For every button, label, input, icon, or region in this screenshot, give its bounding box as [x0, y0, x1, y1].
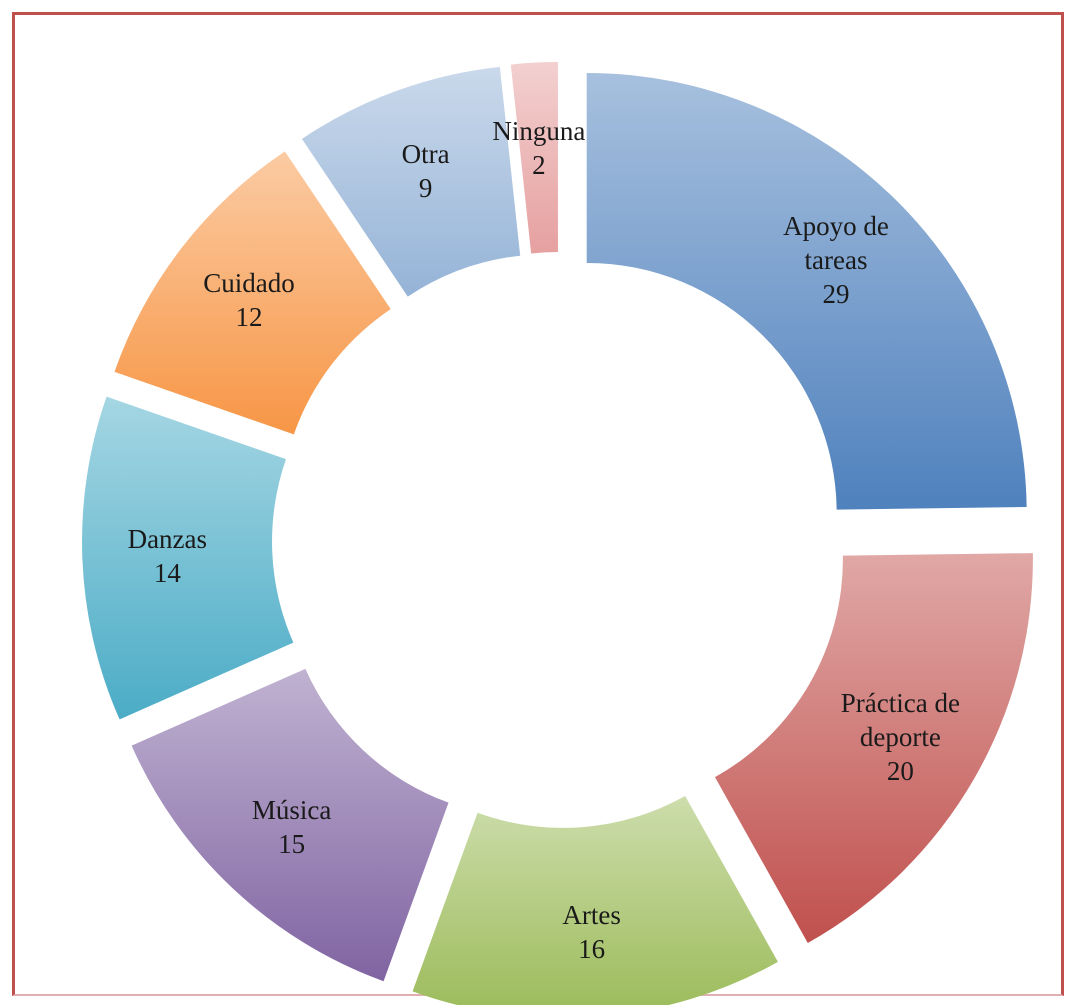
- value-label: 12: [235, 301, 263, 332]
- donut-slice: [301, 66, 521, 297]
- slice-label: Danzas 14: [82, 522, 252, 590]
- category-label: Práctica de deporte: [840, 687, 960, 752]
- slice-label: Música 15: [207, 793, 377, 861]
- value-label: 2: [532, 149, 546, 180]
- donut-slice: [114, 151, 391, 435]
- donut-slice: [131, 668, 449, 982]
- value-label: 29: [822, 279, 850, 310]
- slice-label: Cuidado 12: [164, 266, 334, 334]
- slice-label: Otra 9: [341, 137, 511, 205]
- slice-label: Ninguna 2: [454, 114, 624, 182]
- donut-slice: [714, 553, 1033, 943]
- category-label: Otra: [401, 138, 450, 169]
- category-label: Ninguna: [492, 115, 586, 146]
- category-label: Música: [251, 795, 332, 826]
- category-label: Danzas: [127, 523, 208, 554]
- donut-slice: [412, 796, 778, 1005]
- value-label: 20: [886, 755, 914, 786]
- category-label: Artes: [562, 899, 621, 930]
- slice-label: Artes 16: [507, 898, 677, 966]
- donut-slice: [82, 396, 294, 720]
- category-label: Cuidado: [203, 267, 295, 298]
- donut-slice: [510, 62, 558, 254]
- value-label: 16: [578, 933, 606, 964]
- category-label: Apoyo de tareas: [783, 211, 889, 276]
- value-label: 9: [418, 172, 433, 203]
- value-label: 15: [278, 829, 306, 860]
- slice-label: Práctica de deporte 20: [815, 686, 985, 788]
- donut-slice: [586, 72, 1027, 510]
- slice-label: Apoyo de tareas 29: [751, 209, 921, 311]
- value-label: 14: [153, 557, 181, 588]
